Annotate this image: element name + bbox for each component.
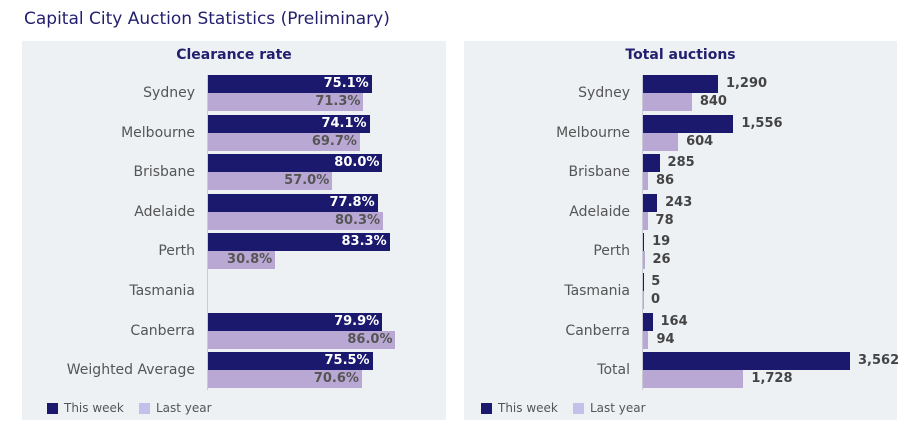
bar-last-year [643, 211, 648, 230]
axis-line [207, 75, 208, 390]
category-label: Perth [593, 243, 630, 260]
legend-label: Last year [590, 401, 646, 415]
legend-label: This week [64, 401, 124, 415]
category-label: Total [597, 362, 630, 379]
legend-swatch [573, 402, 584, 414]
total-auctions-chart: Total auctions This week Last year Sydne… [464, 41, 900, 420]
data-label: 26 [652, 252, 671, 268]
bar-this-week [208, 312, 383, 331]
data-label: 1,728 [751, 371, 793, 387]
legend-last-year: Last year [139, 401, 212, 415]
data-label: 0 [651, 292, 661, 307]
bar-last-year [208, 93, 364, 111]
legend-label: Last year [156, 401, 212, 415]
bar-this-week [208, 154, 383, 173]
bar-last-year [643, 93, 692, 111]
category-label: Canberra [130, 322, 195, 339]
axis-line [642, 75, 643, 390]
data-label: 86.0% [347, 331, 393, 347]
bar-last-year [208, 330, 396, 349]
category-label: Canberra [565, 322, 630, 339]
data-label: 77.8% [329, 194, 375, 210]
data-label: 164 [660, 313, 688, 329]
data-label: 3,562 [858, 353, 900, 369]
bar-last-year [208, 251, 276, 270]
category-label: Adelaide [569, 203, 630, 220]
data-label: 604 [686, 133, 714, 149]
bar-this-week [643, 352, 850, 371]
category-label: Tasmania [129, 283, 195, 299]
data-label: 75.1% [323, 76, 369, 91]
data-label: 71.3% [315, 94, 361, 109]
bar-this-week [643, 273, 644, 291]
category-label: Adelaide [134, 203, 195, 220]
bar-this-week [643, 154, 660, 173]
data-label: 30.8% [227, 252, 273, 268]
bar-last-year [643, 370, 744, 389]
clearance-rate-chart: Clearance rate This week Last year Sydne… [22, 41, 446, 420]
bar-this-week [643, 233, 645, 252]
bar-last-year [208, 172, 333, 191]
data-label: 69.7% [311, 133, 357, 149]
bar-last-year [643, 132, 679, 151]
bar-last-year [643, 291, 644, 309]
legend-swatch [139, 402, 150, 414]
data-label: 5 [651, 274, 661, 289]
data-label: 86 [655, 173, 675, 189]
bar-this-week [208, 114, 370, 133]
data-label: 74.1% [321, 115, 367, 131]
page-title: Capital City Auction Statistics (Prelimi… [24, 9, 390, 29]
bar-this-week [643, 312, 653, 331]
data-label: 57.0% [284, 173, 330, 189]
category-label: Brisbane [568, 164, 631, 181]
category-label: Tasmania [564, 283, 630, 299]
category-label: Brisbane [133, 164, 196, 181]
data-label: 70.6% [313, 371, 359, 387]
category-label: Perth [158, 243, 195, 260]
category-label: Sydney [143, 85, 195, 101]
legend-this-week: This week [481, 401, 558, 415]
bar-this-week [643, 193, 658, 212]
bar-this-week [643, 114, 734, 133]
data-label: 75.5% [324, 353, 370, 369]
bar-last-year [643, 172, 648, 191]
legend-last-year: Last year [573, 401, 646, 415]
bar-this-week [208, 193, 378, 212]
bar-this-week [643, 75, 718, 93]
category-label: Weighted Average [66, 362, 195, 379]
category-label: Sydney [578, 85, 630, 101]
data-label: 78 [655, 212, 674, 228]
data-label: 94 [656, 331, 675, 347]
legend-this-week: This week [47, 401, 124, 415]
data-label: 243 [665, 194, 693, 210]
data-label: 83.3% [341, 234, 387, 250]
data-label: 1,556 [741, 115, 783, 131]
data-label: 80.0% [334, 155, 380, 171]
bar-last-year [208, 132, 360, 151]
legend-swatch [481, 402, 492, 414]
data-label: 1,290 [725, 76, 768, 91]
data-label: 19 [652, 234, 671, 250]
bar-last-year [208, 211, 384, 230]
bar-this-week [208, 75, 372, 93]
legend-label: This week [498, 401, 558, 415]
bar-last-year [643, 330, 649, 349]
bar-this-week [208, 233, 390, 252]
bar-last-year [643, 251, 645, 270]
chart-title: Clearance rate [176, 47, 292, 63]
data-label: 285 [667, 155, 695, 171]
category-label: Melbourne [121, 124, 195, 141]
bar-this-week [208, 352, 373, 371]
chart-title: Total auctions [625, 47, 736, 63]
data-label: 79.9% [334, 313, 380, 329]
data-label: 80.3% [334, 212, 381, 228]
bar-last-year [208, 370, 362, 389]
data-label: 840 [699, 94, 727, 109]
category-label: Melbourne [556, 124, 630, 141]
legend-swatch [47, 402, 58, 414]
